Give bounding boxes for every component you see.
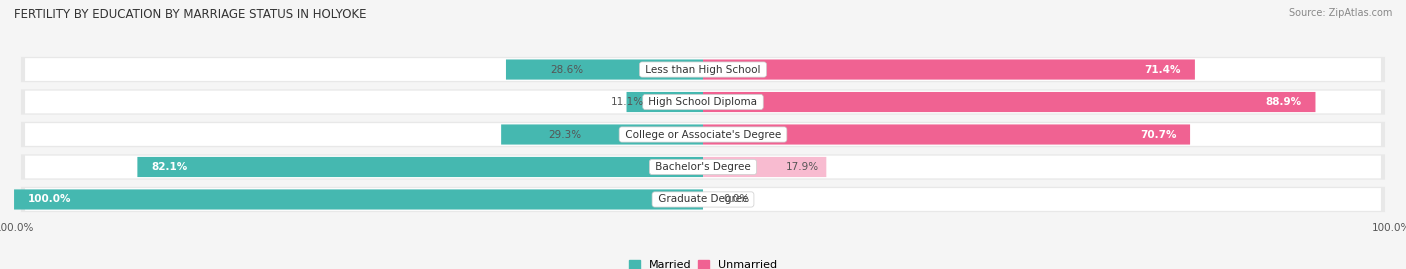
Legend: Married, Unmarried: Married, Unmarried: [630, 260, 776, 269]
FancyBboxPatch shape: [21, 154, 1385, 180]
FancyBboxPatch shape: [25, 123, 1381, 146]
FancyBboxPatch shape: [703, 92, 1316, 112]
FancyBboxPatch shape: [25, 155, 1381, 178]
FancyBboxPatch shape: [21, 89, 1385, 115]
FancyBboxPatch shape: [25, 188, 1381, 211]
Text: 100.0%: 100.0%: [28, 194, 72, 204]
FancyBboxPatch shape: [21, 57, 1385, 82]
Text: 17.9%: 17.9%: [786, 162, 818, 172]
Text: Graduate Degree: Graduate Degree: [655, 194, 751, 204]
Text: 11.1%: 11.1%: [612, 97, 644, 107]
FancyBboxPatch shape: [703, 59, 1195, 80]
FancyBboxPatch shape: [25, 58, 1381, 81]
Text: College or Associate's Degree: College or Associate's Degree: [621, 129, 785, 140]
FancyBboxPatch shape: [25, 91, 1381, 114]
FancyBboxPatch shape: [14, 189, 703, 210]
FancyBboxPatch shape: [703, 157, 827, 177]
Text: 88.9%: 88.9%: [1265, 97, 1302, 107]
Text: Source: ZipAtlas.com: Source: ZipAtlas.com: [1288, 8, 1392, 18]
FancyBboxPatch shape: [501, 125, 703, 144]
Text: 28.6%: 28.6%: [551, 65, 583, 75]
FancyBboxPatch shape: [703, 125, 1189, 144]
Text: 82.1%: 82.1%: [152, 162, 187, 172]
FancyBboxPatch shape: [21, 187, 1385, 212]
Text: FERTILITY BY EDUCATION BY MARRIAGE STATUS IN HOLYOKE: FERTILITY BY EDUCATION BY MARRIAGE STATU…: [14, 8, 367, 21]
FancyBboxPatch shape: [627, 92, 703, 112]
Text: Bachelor's Degree: Bachelor's Degree: [652, 162, 754, 172]
Text: 0.0%: 0.0%: [724, 194, 749, 204]
Text: Less than High School: Less than High School: [643, 65, 763, 75]
FancyBboxPatch shape: [138, 157, 703, 177]
Text: High School Diploma: High School Diploma: [645, 97, 761, 107]
FancyBboxPatch shape: [506, 59, 703, 80]
FancyBboxPatch shape: [21, 122, 1385, 147]
Text: 71.4%: 71.4%: [1144, 65, 1181, 75]
Text: 29.3%: 29.3%: [548, 129, 582, 140]
Text: 70.7%: 70.7%: [1140, 129, 1177, 140]
